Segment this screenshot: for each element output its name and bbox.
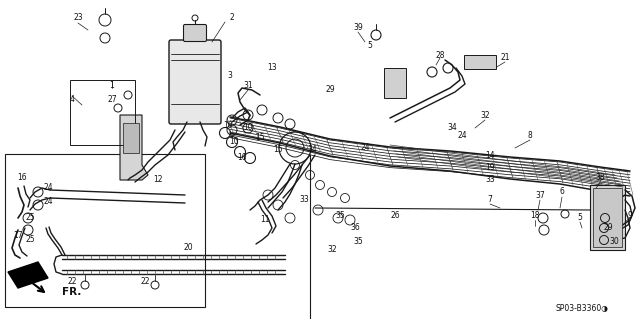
Text: 10: 10 <box>223 121 233 130</box>
Text: 16: 16 <box>17 174 27 182</box>
Text: 21: 21 <box>500 54 509 63</box>
Text: 4: 4 <box>70 95 74 105</box>
Text: 34: 34 <box>307 145 317 154</box>
Text: 22: 22 <box>67 278 77 286</box>
Text: 38: 38 <box>595 174 605 182</box>
Text: 5: 5 <box>367 41 372 49</box>
Text: 27: 27 <box>107 95 117 105</box>
Text: 26: 26 <box>390 211 400 219</box>
Text: 14: 14 <box>485 151 495 160</box>
Text: 24: 24 <box>360 144 370 152</box>
Text: 10: 10 <box>237 153 247 162</box>
Text: 3: 3 <box>228 70 232 79</box>
Bar <box>384 68 406 98</box>
Text: 33: 33 <box>299 196 309 204</box>
Text: 29: 29 <box>603 224 613 233</box>
Text: 8: 8 <box>527 130 532 139</box>
Text: SP03-B3360◑: SP03-B3360◑ <box>555 303 608 313</box>
Text: 15: 15 <box>273 145 283 154</box>
Text: 25: 25 <box>25 213 35 222</box>
Text: 24: 24 <box>43 197 53 206</box>
Text: 7: 7 <box>488 196 492 204</box>
Text: 23: 23 <box>73 13 83 23</box>
Text: 35: 35 <box>353 238 363 247</box>
Text: 6: 6 <box>559 188 564 197</box>
Text: 24: 24 <box>457 130 467 139</box>
Bar <box>5 154 205 307</box>
Text: 28: 28 <box>435 50 445 60</box>
Polygon shape <box>8 262 48 288</box>
Text: 20: 20 <box>183 243 193 253</box>
Text: 18: 18 <box>531 211 540 219</box>
Text: 31: 31 <box>243 80 253 90</box>
Text: 33: 33 <box>485 175 495 184</box>
Text: 10: 10 <box>229 137 239 146</box>
Text: 1: 1 <box>109 80 115 90</box>
Bar <box>593 188 622 247</box>
Text: 32: 32 <box>327 246 337 255</box>
Text: 11: 11 <box>260 216 269 225</box>
Text: 30: 30 <box>609 238 619 247</box>
FancyBboxPatch shape <box>169 40 221 124</box>
Text: 24: 24 <box>43 183 53 192</box>
Bar <box>464 55 496 69</box>
Text: 32: 32 <box>480 110 490 120</box>
Text: 5: 5 <box>577 213 582 222</box>
FancyBboxPatch shape <box>184 25 207 41</box>
Text: 10: 10 <box>243 123 253 132</box>
Text: 37: 37 <box>535 190 545 199</box>
Text: 15: 15 <box>255 133 265 143</box>
Text: 9: 9 <box>628 211 632 219</box>
Polygon shape <box>120 115 148 180</box>
Text: 13: 13 <box>267 63 277 72</box>
Text: 17: 17 <box>13 231 23 240</box>
Text: 22: 22 <box>140 278 150 286</box>
Text: 19: 19 <box>485 164 495 173</box>
Text: 36: 36 <box>350 224 360 233</box>
Text: 29: 29 <box>325 85 335 94</box>
Bar <box>70 80 135 145</box>
Text: 2: 2 <box>230 13 234 23</box>
Text: 25: 25 <box>25 235 35 244</box>
Text: 12: 12 <box>153 175 163 184</box>
Text: FR.: FR. <box>62 287 81 297</box>
Text: 35: 35 <box>335 211 345 219</box>
Text: 39: 39 <box>353 24 363 33</box>
Bar <box>123 123 139 153</box>
Bar <box>590 185 625 250</box>
Text: 34: 34 <box>447 123 457 132</box>
